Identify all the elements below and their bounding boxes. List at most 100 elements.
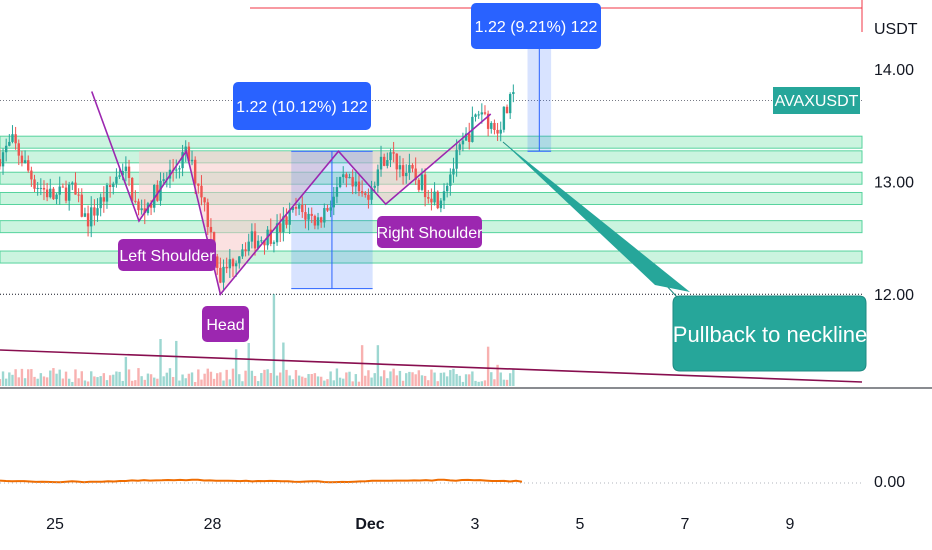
candle xyxy=(313,215,317,226)
candle xyxy=(348,177,351,179)
volume-bar xyxy=(52,368,55,386)
x-tick-label: 28 xyxy=(204,516,222,533)
candle xyxy=(376,169,380,186)
candle xyxy=(502,106,506,130)
volume-bar xyxy=(282,342,285,386)
pattern-lines xyxy=(90,91,492,296)
volume-bar xyxy=(99,376,102,386)
candle xyxy=(269,229,272,244)
candle xyxy=(345,174,348,179)
volume-bar xyxy=(96,377,99,386)
candle xyxy=(423,174,427,198)
volume-bar xyxy=(8,372,11,386)
volume-bar xyxy=(159,339,162,386)
candle xyxy=(379,156,383,170)
volume-bar xyxy=(468,374,471,386)
volume-bar xyxy=(455,374,458,386)
volume-bar xyxy=(430,369,433,386)
candle xyxy=(159,180,162,201)
measure-label-2[interactable]: 1.22 (9.21%) 122 xyxy=(471,3,601,49)
volume-bar xyxy=(33,376,36,386)
symbol-badge[interactable]: AVAXUSDT xyxy=(773,87,860,114)
volume-bar xyxy=(30,369,33,386)
volume-bar xyxy=(105,380,109,386)
volume-bar xyxy=(222,380,225,386)
candle xyxy=(23,160,27,164)
candle xyxy=(234,263,238,267)
measurement-tools[interactable] xyxy=(291,47,552,290)
pattern-shade xyxy=(139,138,462,295)
right-shoulder-tag[interactable]: Right Shoulder xyxy=(377,216,484,248)
candle xyxy=(36,187,39,189)
candle xyxy=(401,165,405,177)
candle xyxy=(64,187,68,201)
volume-bar xyxy=(4,378,8,386)
support-zone xyxy=(0,135,863,149)
symbol-badge-label: AVAXUSDT xyxy=(775,93,859,110)
volume-bar xyxy=(90,371,93,386)
volume-bar xyxy=(93,376,96,386)
candle xyxy=(449,174,452,186)
volume-bar xyxy=(77,378,80,386)
volume-bar xyxy=(121,380,124,386)
candle xyxy=(382,156,386,166)
volume-bar xyxy=(480,381,484,386)
volume-bars xyxy=(0,294,515,386)
candle xyxy=(193,159,197,184)
candle xyxy=(282,216,285,233)
volume-bar xyxy=(310,374,313,386)
volume-bar xyxy=(14,369,17,386)
candle xyxy=(275,223,279,243)
candle xyxy=(33,179,36,189)
head-tag[interactable]: Head xyxy=(202,306,249,342)
candle xyxy=(115,176,118,184)
candle xyxy=(241,249,244,257)
volume-bar xyxy=(275,375,279,386)
candle xyxy=(455,149,458,169)
volume-bar xyxy=(272,294,276,386)
volume-bar xyxy=(244,370,247,386)
candle xyxy=(124,166,128,172)
candle xyxy=(121,171,124,176)
long-trendline[interactable] xyxy=(0,349,863,383)
candle xyxy=(392,152,395,154)
volume-bar xyxy=(351,381,354,386)
candle xyxy=(493,122,496,130)
candle xyxy=(329,207,332,211)
left-shoulder-tag[interactable]: Left Shoulder xyxy=(118,239,216,271)
left-shoulder-label: Left Shoulder xyxy=(119,248,215,265)
pattern-outline[interactable] xyxy=(90,91,492,296)
measure-label-1-text: 1.22 (10.12%) 122 xyxy=(236,99,368,116)
volume-bar xyxy=(395,375,398,386)
volume-bar xyxy=(11,374,14,386)
candle xyxy=(184,146,187,153)
candle xyxy=(1,152,5,167)
pullback-callout[interactable]: Pullback to neckline xyxy=(502,141,867,372)
volume-bar xyxy=(326,379,329,386)
candle xyxy=(197,183,200,186)
volume-bar xyxy=(367,370,370,386)
volume-bar xyxy=(285,369,288,386)
measure-label-1[interactable]: 1.22 (10.12%) 122 xyxy=(233,82,371,130)
y-tick-label: 12.00 xyxy=(874,287,914,304)
candle xyxy=(272,242,276,244)
volume-bar xyxy=(241,381,244,386)
volume-bar xyxy=(17,377,20,386)
candle xyxy=(468,133,471,142)
volume-bar xyxy=(423,375,427,386)
volume-bar xyxy=(266,369,269,386)
volume-bar xyxy=(140,376,143,386)
volume-bar xyxy=(219,372,222,386)
volume-bar xyxy=(193,381,197,386)
volume-bar xyxy=(433,372,436,386)
oscillator-tick-label: 0.00 xyxy=(874,474,905,491)
candle xyxy=(153,184,156,208)
volume-bar xyxy=(146,373,150,386)
volume-bar xyxy=(228,379,232,386)
volume-bar xyxy=(360,345,364,386)
volume-bar xyxy=(408,371,411,386)
candle xyxy=(80,194,83,217)
volume-bar xyxy=(338,377,342,386)
candle xyxy=(187,146,191,162)
